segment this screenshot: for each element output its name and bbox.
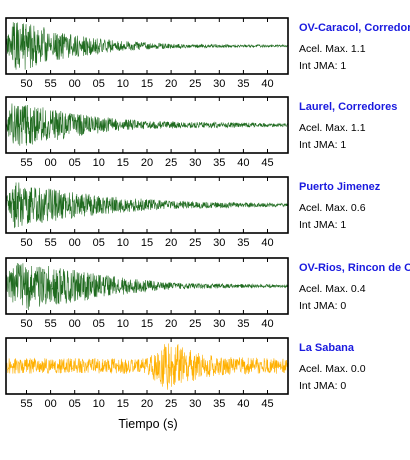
station-name-2: Laurel, Corredores [299,101,397,113]
x-tick-label-5-9: 35 [213,398,225,410]
x-tick-label-4-1: 50 [20,318,32,330]
x-tick-label-3-5: 10 [117,237,129,249]
int-jma-3: Int JMA: 1 [299,219,346,231]
x-tick-label-4-2: 55 [44,318,56,330]
x-tick-label-1-2: 55 [44,78,56,90]
x-tick-label-4-5: 10 [117,318,129,330]
x-tick-label-4-6: 15 [141,318,153,330]
seismogram-trace-3 [5,182,289,229]
x-tick-label-5-6: 20 [141,398,153,410]
x-tick-label-5-1: 55 [20,398,32,410]
x-tick-label-5-8: 30 [189,398,201,410]
x-tick-label-2-11: 45 [261,157,273,169]
x-tick-label-4-3: 00 [69,318,81,330]
panels-group: 50 55 00 05 10 15 20 25 30 35 40 OV-Caracol, Corred… [5,17,410,410]
int-jma-2: Int JMA: 1 [299,139,346,151]
x-tick-label-3-1: 50 [20,237,32,249]
x-tick-label-3-2: 55 [44,237,56,249]
x-tick-label-1-8: 25 [189,78,201,90]
station-name-3: Puerto Jimenez [299,181,381,193]
x-tick-label-2-9: 35 [213,157,225,169]
x-tick-label-2-1: 55 [20,157,32,169]
x-tick-label-5-7: 25 [165,398,177,410]
x-tick-label-3-8: 25 [189,237,201,249]
x-tick-label-1-10: 35 [237,78,249,90]
x-tick-label-2-5: 15 [117,157,129,169]
x-tick-label-3-9: 30 [213,237,225,249]
acel-max-2: Acel. Max. 1.1 [299,122,366,134]
x-tick-label-5-3: 05 [69,398,81,410]
seismogram-trace-1 [5,22,289,70]
x-tick-label-5-10: 40 [237,398,249,410]
x-tick-label-2-3: 05 [69,157,81,169]
station-name-4: OV-Rios, Rincon de Os [299,262,410,274]
x-tick-label-3-6: 15 [141,237,153,249]
x-tick-label-3-10: 35 [237,237,249,249]
acel-max-1: Acel. Max. 1.1 [299,43,366,55]
x-tick-label-5-2: 00 [44,398,56,410]
x-tick-label-5-4: 10 [93,398,105,410]
int-jma-5: Int JMA: 0 [299,380,346,392]
x-tick-label-1-1: 50 [20,78,32,90]
x-tick-label-5-5: 15 [117,398,129,410]
x-tick-label-4-4: 05 [93,318,105,330]
x-tick-label-4-10: 35 [237,318,249,330]
x-tick-label-1-3: 00 [69,78,81,90]
station-name-5: La Sabana [299,342,355,354]
x-tick-label-3-4: 05 [93,237,105,249]
x-tick-label-3-7: 20 [165,237,177,249]
x-tick-label-4-9: 30 [213,318,225,330]
acel-max-4: Acel. Max. 0.4 [299,283,366,295]
x-tick-label-2-10: 40 [237,157,249,169]
x-tick-label-2-4: 10 [93,157,105,169]
int-jma-4: Int JMA: 0 [299,300,346,312]
x-tick-label-1-11: 40 [261,78,273,90]
x-tick-label-4-8: 25 [189,318,201,330]
x-tick-label-4-11: 40 [261,318,273,330]
x-tick-label-1-6: 15 [141,78,153,90]
x-tick-label-2-2: 00 [44,157,56,169]
seismogram-trace-4 [5,262,289,311]
seismogram-trace-5 [5,343,289,390]
x-tick-label-3-3: 00 [69,237,81,249]
x-axis-label: Tiempo (s) [118,417,177,431]
x-tick-label-1-7: 20 [165,78,177,90]
x-tick-label-1-4: 05 [93,78,105,90]
x-tick-label-4-7: 20 [165,318,177,330]
x-tick-label-2-6: 20 [141,157,153,169]
x-tick-label-1-9: 30 [213,78,225,90]
acel-max-3: Acel. Max. 0.6 [299,202,366,214]
x-tick-label-2-8: 30 [189,157,201,169]
x-tick-label-1-5: 10 [117,78,129,90]
seismogram-trace-2 [5,103,289,146]
x-tick-label-2-7: 25 [165,157,177,169]
int-jma-1: Int JMA: 1 [299,60,346,72]
x-tick-label-3-11: 40 [261,237,273,249]
x-tick-label-5-11: 45 [261,398,273,410]
station-name-1: OV-Caracol, Corredore [299,22,410,34]
acel-max-5: Acel. Max. 0.0 [299,363,366,375]
